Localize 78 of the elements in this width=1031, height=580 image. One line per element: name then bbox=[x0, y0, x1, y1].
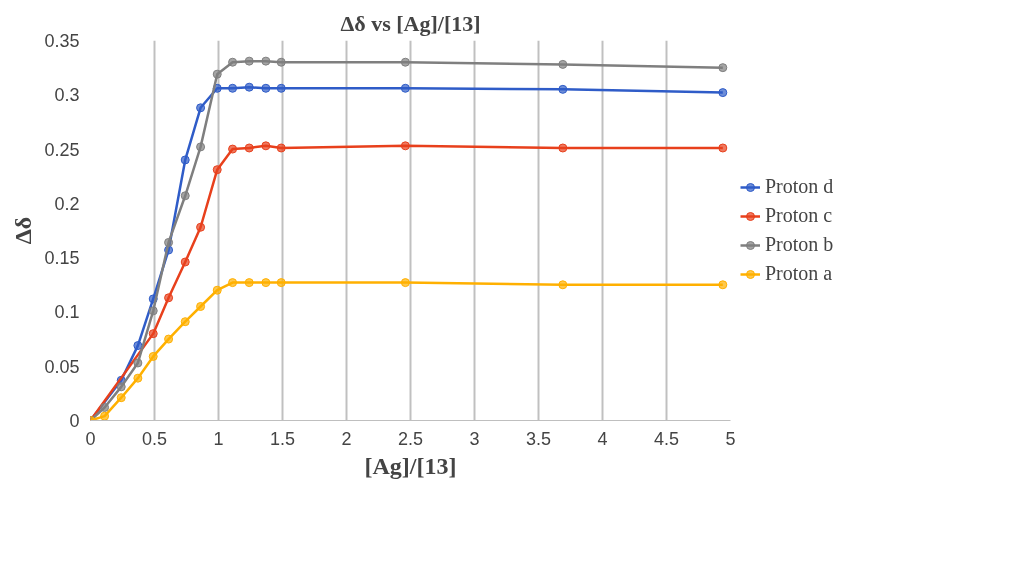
point bbox=[261, 278, 271, 288]
point bbox=[133, 373, 143, 383]
y-tick-label: 0 bbox=[69, 411, 80, 431]
point bbox=[276, 143, 286, 153]
legend-label: Proton c bbox=[765, 204, 833, 227]
x-tick-label: 0 bbox=[85, 428, 96, 449]
point bbox=[400, 141, 410, 151]
point bbox=[228, 278, 238, 288]
point bbox=[558, 143, 568, 153]
legend-label: Proton d bbox=[765, 175, 834, 198]
point bbox=[212, 285, 222, 295]
y-tick-label: 0.3 bbox=[54, 85, 80, 106]
point bbox=[244, 56, 254, 66]
y-tick-label: 0.35 bbox=[44, 31, 80, 51]
point bbox=[718, 63, 728, 73]
x-tick-label: 3.5 bbox=[525, 428, 552, 449]
point bbox=[244, 143, 254, 153]
point bbox=[133, 341, 143, 351]
point bbox=[558, 280, 568, 290]
point bbox=[261, 83, 271, 93]
y-axis-title: Δδ bbox=[10, 216, 37, 245]
point bbox=[100, 402, 110, 412]
point bbox=[196, 222, 206, 232]
x-tick-label: 1.5 bbox=[269, 428, 296, 449]
point bbox=[164, 334, 174, 344]
point bbox=[180, 317, 190, 327]
point bbox=[228, 57, 238, 67]
point bbox=[718, 280, 728, 290]
x-tick-label: 5 bbox=[725, 428, 736, 449]
point bbox=[276, 57, 286, 67]
point bbox=[244, 82, 254, 92]
point bbox=[276, 83, 286, 93]
x-axis-title: [Ag]/[13] bbox=[364, 452, 457, 479]
point bbox=[558, 59, 568, 69]
point bbox=[148, 306, 158, 316]
point bbox=[116, 382, 126, 392]
y-tick-label: 0.25 bbox=[44, 139, 80, 160]
x-tick-label: 0.5 bbox=[141, 428, 168, 449]
point bbox=[244, 278, 254, 288]
chart-title: Δδ vs [Ag]/[13] bbox=[340, 10, 481, 36]
legend-label: Proton a bbox=[765, 262, 833, 285]
point bbox=[718, 88, 728, 98]
point bbox=[276, 278, 286, 288]
legend-label: Proton b bbox=[765, 233, 834, 256]
y-tick-label: 0.2 bbox=[54, 193, 80, 214]
x-tick-label: 4.5 bbox=[653, 428, 680, 449]
point bbox=[196, 302, 206, 311]
point bbox=[148, 351, 158, 361]
x-tick-label: 1 bbox=[213, 428, 224, 449]
point bbox=[212, 69, 222, 79]
point bbox=[100, 411, 110, 421]
point bbox=[718, 143, 728, 153]
point bbox=[400, 278, 410, 288]
x-tick-label: 3 bbox=[469, 428, 480, 449]
point bbox=[180, 257, 190, 267]
y-tick-label: 0.1 bbox=[54, 302, 80, 323]
point bbox=[116, 393, 126, 403]
y-tick-label: 0.15 bbox=[44, 248, 80, 269]
point bbox=[400, 83, 410, 93]
x-tick-label: 2 bbox=[341, 428, 352, 449]
point bbox=[228, 144, 238, 154]
point bbox=[164, 293, 174, 303]
x-tick-label: 2.5 bbox=[397, 428, 424, 449]
point bbox=[261, 141, 271, 151]
y-tick-label: 0.05 bbox=[44, 356, 80, 377]
point bbox=[180, 155, 190, 165]
point bbox=[164, 237, 174, 247]
point bbox=[196, 103, 206, 113]
point bbox=[261, 56, 271, 66]
point bbox=[180, 191, 190, 201]
point bbox=[148, 329, 158, 339]
point bbox=[558, 84, 568, 94]
point bbox=[212, 165, 222, 175]
point bbox=[228, 83, 238, 93]
point bbox=[133, 358, 143, 368]
point bbox=[196, 142, 206, 152]
x-tick-label: 4 bbox=[597, 428, 608, 449]
point bbox=[400, 57, 410, 67]
